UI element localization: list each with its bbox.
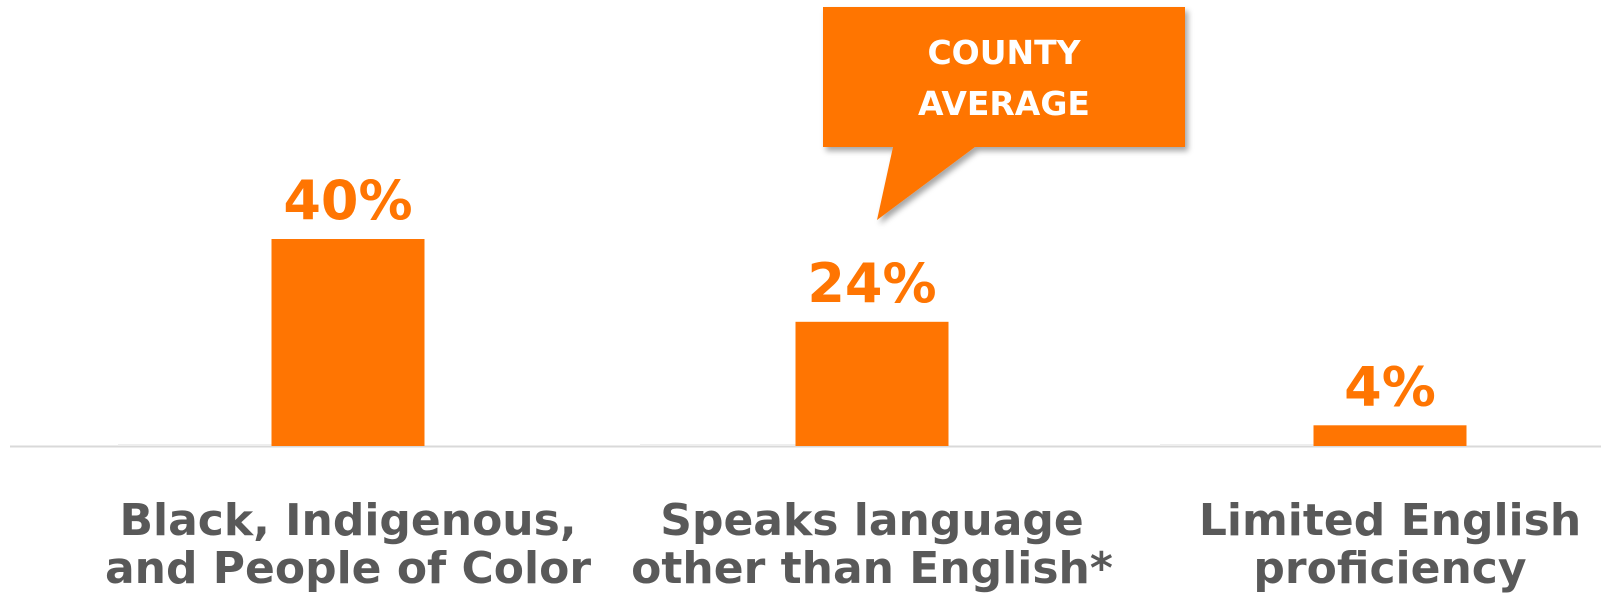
bars-group bbox=[271, 239, 1467, 446]
callout-text: COUNTY bbox=[927, 33, 1081, 72]
baseline-group bbox=[10, 444, 1601, 448]
category-label: and People of Color bbox=[105, 543, 591, 594]
bar-value-label: 40% bbox=[283, 169, 412, 232]
category-label: Limited English bbox=[1199, 495, 1581, 546]
bar bbox=[1313, 425, 1467, 446]
value-labels-group: 40% 24% 4% bbox=[283, 169, 1435, 418]
callout-text: AVERAGE bbox=[918, 84, 1090, 123]
bar bbox=[795, 321, 949, 446]
bar-value-label: 24% bbox=[807, 252, 936, 315]
category-label: other than English* bbox=[631, 543, 1113, 594]
bar-value-label: 4% bbox=[1344, 355, 1436, 418]
county-average-callout: COUNTY AVERAGE bbox=[823, 7, 1185, 220]
category-label: Speaks language bbox=[660, 495, 1083, 546]
category-labels-group: Black, Indigenous,and People of Color Spe… bbox=[105, 495, 1581, 594]
callout-bubble bbox=[823, 7, 1185, 220]
bar bbox=[271, 239, 425, 446]
category-label: proficiency bbox=[1253, 543, 1526, 594]
category-label: Black, Indigenous, bbox=[119, 495, 576, 546]
